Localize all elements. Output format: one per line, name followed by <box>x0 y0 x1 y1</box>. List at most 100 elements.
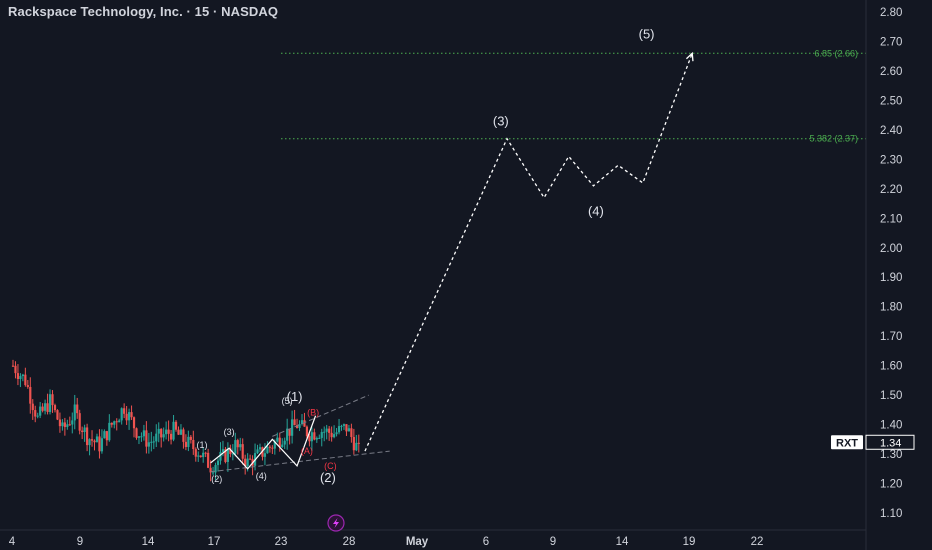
candle-body <box>355 442 358 451</box>
candle-body <box>71 420 74 425</box>
time-tick-label: 4 <box>9 536 16 548</box>
minor-wave-label: (1) <box>196 440 207 450</box>
candle-body <box>174 421 178 430</box>
candle-body <box>56 410 59 420</box>
candle-body <box>152 441 155 443</box>
projection-path <box>364 53 693 452</box>
candle-body <box>98 436 101 452</box>
candle-body <box>127 412 131 421</box>
candle-body <box>224 449 227 462</box>
candle-body <box>177 429 180 435</box>
candle-body <box>209 467 212 473</box>
candle-body <box>135 428 138 438</box>
candle-body <box>271 447 274 449</box>
candle-body <box>345 424 348 432</box>
price-tick-label: 1.50 <box>880 390 902 402</box>
candle-body <box>263 453 267 457</box>
projection-arrowhead <box>685 51 694 62</box>
candle-body <box>172 421 175 440</box>
candle-body <box>113 421 116 425</box>
candle-body <box>160 428 163 438</box>
candle-body <box>328 428 331 433</box>
channel-lower-line <box>210 450 390 473</box>
candle-body <box>229 448 232 454</box>
time-tick-label: 22 <box>751 536 764 548</box>
candle-body <box>187 436 190 447</box>
candle-body <box>199 455 202 458</box>
candle-body <box>221 449 225 452</box>
time-tick-label: 9 <box>77 536 83 548</box>
candle-body <box>16 373 20 379</box>
candle-body <box>66 424 69 428</box>
candle-body <box>214 465 217 473</box>
candle-body <box>115 421 118 423</box>
price-tag-box <box>865 434 915 450</box>
candle-body <box>34 410 37 417</box>
candle-body <box>41 406 44 411</box>
candle-body <box>202 452 205 458</box>
minor-wave-label: (5) <box>282 396 293 406</box>
candle-body <box>268 446 271 448</box>
candle-body <box>11 365 15 367</box>
time-tick-label: 19 <box>683 536 696 548</box>
candle-body <box>330 432 333 438</box>
candle-body <box>182 429 185 442</box>
time-tick-label: 6 <box>483 536 489 548</box>
candle-body <box>293 419 296 426</box>
candle-body <box>169 433 173 440</box>
candle-body <box>95 436 99 443</box>
candle-body <box>39 406 42 416</box>
candle-body <box>58 419 62 427</box>
candle-body <box>216 460 220 466</box>
candle-body <box>132 417 136 429</box>
candle-body <box>73 404 76 421</box>
candle-body <box>179 429 183 435</box>
primary-wave-label: (4) <box>588 203 604 218</box>
candle-body <box>120 408 123 421</box>
price-tick-label: 2.50 <box>880 95 902 107</box>
candle-body <box>323 431 326 433</box>
candle-body <box>278 437 281 447</box>
candle-body <box>342 424 346 426</box>
candle-body <box>295 425 299 428</box>
candle-body <box>192 439 195 450</box>
candle-body <box>51 394 54 406</box>
time-tick-label: 23 <box>275 536 288 548</box>
candle-body <box>81 430 84 432</box>
level-label: 6.85 (2.66) <box>814 48 858 58</box>
price-tick-label: 1.90 <box>880 272 902 284</box>
candle-body <box>207 452 210 468</box>
candle-body <box>315 437 318 440</box>
primary-wave-label: (3) <box>493 113 509 128</box>
price-tick-label: 2.40 <box>880 125 902 137</box>
price-tick-label: 2.00 <box>880 243 902 255</box>
candle-body <box>357 442 360 444</box>
candle-body <box>78 413 81 431</box>
candle-body <box>167 429 170 434</box>
candle-body <box>244 458 247 467</box>
candle-body <box>291 419 294 436</box>
candle-body <box>105 431 108 441</box>
candle-body <box>249 458 252 460</box>
candle-body <box>83 427 86 432</box>
candle-body <box>150 441 153 443</box>
time-tick-label: 9 <box>550 536 556 548</box>
candle-body <box>155 433 158 442</box>
candle-body <box>305 426 309 437</box>
price-axis-panel <box>866 0 932 550</box>
minor-wave-path <box>210 415 317 470</box>
candle-body <box>236 440 239 448</box>
candle-body <box>320 432 323 438</box>
fib-levels: 6.85 (2.66) 5.382 (2.37) <box>281 48 866 144</box>
candle-body <box>281 444 284 447</box>
candle-body <box>276 437 279 442</box>
candle-body <box>165 429 168 435</box>
candle-body <box>100 438 104 452</box>
candle-body <box>76 404 79 414</box>
correction-wave-label: (B) <box>307 408 319 418</box>
candle-body <box>142 430 146 437</box>
candle-body <box>189 436 192 440</box>
candle-body <box>266 446 269 454</box>
